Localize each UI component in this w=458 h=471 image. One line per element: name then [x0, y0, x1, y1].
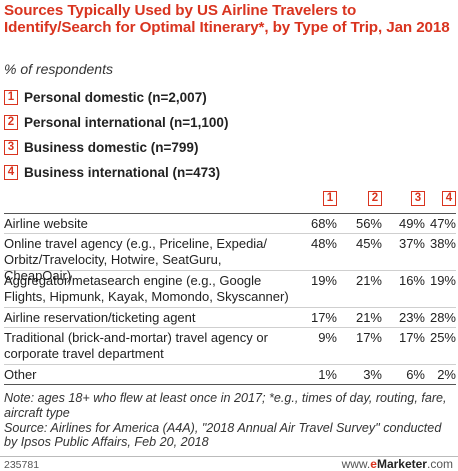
value-cell: 68%	[310, 216, 337, 231]
footer-divider	[0, 456, 458, 457]
value-cell: 2%	[437, 367, 456, 382]
value-cell: 23%	[398, 310, 425, 325]
value-cell: 47%	[429, 216, 456, 231]
value-cell: 19%	[310, 273, 337, 288]
footnote: Note: ages 18+ who flew at least once in…	[4, 391, 454, 450]
table-row: Airline reservation/ticketing agent 17% 21…	[4, 308, 456, 328]
chart-title: Sources Typically Used by US Airline Tra…	[4, 2, 450, 36]
row-label: Airline website	[4, 216, 88, 231]
legend-number-badge: 4	[4, 165, 18, 180]
site-prefix: www.	[341, 457, 371, 471]
data-table: 1 2 3 4 Airline website 68% 56% 49% 47% Online t…	[4, 186, 456, 385]
chart-id: 235781	[4, 459, 40, 471]
legend-label: Personal domestic (n=2,007)	[24, 90, 207, 105]
table-header-row: 1 2 3 4	[4, 186, 456, 214]
value-cell: 45%	[355, 236, 382, 251]
legend-label: Personal international (n=1,100)	[24, 115, 229, 130]
value-cell: 9%	[318, 330, 337, 345]
value-cell: 56%	[355, 216, 382, 231]
value-cell: 49%	[398, 216, 425, 231]
value-cell: 21%	[355, 273, 382, 288]
table-row: Aggregator/metasearch engine (e.g., Goog…	[4, 271, 456, 308]
row-label: Traditional (brick-and-mortar) travel ag…	[4, 330, 268, 361]
column-header-badge: 3	[411, 191, 425, 206]
legend-label: Business domestic (n=799)	[24, 140, 199, 155]
column-header-badge: 4	[442, 191, 456, 206]
value-cell: 1%	[318, 367, 337, 382]
table-row: Traditional (brick-and-mortar) travel ag…	[4, 328, 456, 365]
legend-item: 2 Personal international (n=1,100)	[4, 113, 228, 132]
row-label: Other	[4, 367, 37, 382]
chart-subtitle: % of respondents	[4, 61, 113, 77]
value-cell: 48%	[310, 236, 337, 251]
site-suffix: .com	[426, 457, 453, 471]
legend-label: Business international (n=473)	[24, 165, 221, 180]
table-row: Online travel agency (e.g., Priceline, E…	[4, 234, 456, 283]
value-cell: 38%	[429, 236, 456, 251]
brand-logo: www.eMarketer.com	[342, 457, 453, 471]
value-cell: 16%	[398, 273, 425, 288]
row-label: Airline reservation/ticketing agent	[4, 310, 196, 325]
value-cell: 28%	[429, 310, 456, 325]
legend-item: 4 Business international (n=473)	[4, 163, 228, 182]
legend-number-badge: 2	[4, 115, 18, 130]
value-cell: 19%	[429, 273, 456, 288]
table-row: Airline website 68% 56% 49% 47%	[4, 214, 456, 234]
value-cell: 17%	[355, 330, 382, 345]
site-name: Marketer	[376, 457, 427, 471]
value-cell: 17%	[398, 330, 425, 345]
legend-number-badge: 1	[4, 90, 18, 105]
value-cell: 25%	[429, 330, 456, 345]
value-cell: 21%	[355, 310, 382, 325]
column-header-badge: 2	[368, 191, 382, 206]
row-label: Online travel agency (e.g., Priceline, E…	[4, 236, 268, 283]
site-e: e	[370, 457, 377, 471]
value-cell: 17%	[310, 310, 337, 325]
legend-item: 3 Business domestic (n=799)	[4, 138, 228, 157]
value-cell: 6%	[406, 367, 425, 382]
row-label: Aggregator/metasearch engine (e.g., Goog…	[4, 273, 289, 304]
note-text: Note: ages 18+ who flew at least once in…	[4, 391, 447, 420]
table-row: Other 1% 3% 6% 2%	[4, 365, 456, 385]
source-text: Source: Airlines for America (A4A), "201…	[4, 420, 442, 450]
value-cell: 37%	[398, 236, 425, 251]
value-cell: 3%	[363, 367, 382, 382]
legend-item: 1 Personal domestic (n=2,007)	[4, 88, 228, 107]
legend-number-badge: 3	[4, 140, 18, 155]
legend: 1 Personal domestic (n=2,007) 2 Personal…	[4, 88, 228, 188]
column-header-badge: 1	[323, 191, 337, 206]
